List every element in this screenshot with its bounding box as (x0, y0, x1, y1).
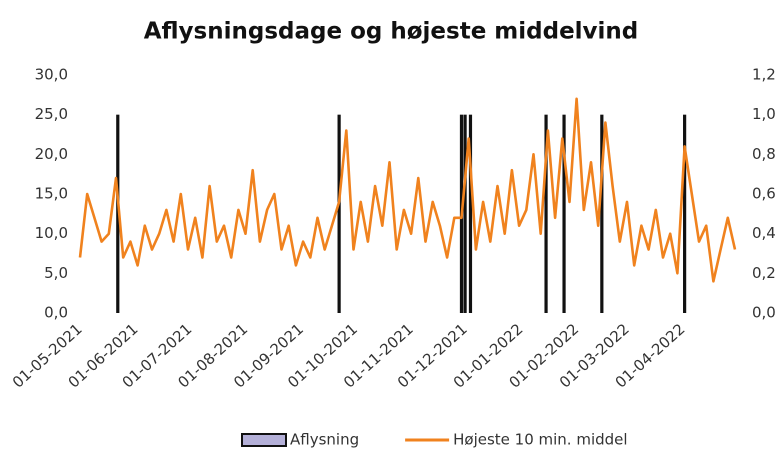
bar (337, 114, 341, 314)
bar (468, 114, 473, 314)
y2-tick-label: 1,0 (752, 105, 776, 123)
bar (544, 114, 548, 314)
bar (463, 114, 467, 314)
y2-tick-label: 0,0 (752, 304, 776, 322)
bar (562, 114, 566, 314)
legend-label: Aflysning (290, 431, 359, 449)
legend-swatch (241, 433, 287, 447)
y-tick-label: 25,0 (35, 105, 68, 123)
bar (600, 114, 604, 314)
y2-tick-label: 0,4 (752, 224, 776, 242)
y-tick-label: 10,0 (35, 224, 68, 242)
y2-tick-label: 1,2 (752, 66, 776, 84)
y-tick-label: 20,0 (35, 145, 68, 163)
line (78, 97, 737, 283)
legend-label: Højeste 10 min. middel (453, 431, 627, 449)
y2-tick-label: 0,8 (752, 145, 776, 163)
bar (116, 114, 120, 314)
chart-title: Aflysningsdage og højeste middelvind (144, 19, 639, 45)
bar (683, 114, 687, 314)
y-tick-label: 5,0 (44, 264, 68, 282)
y-tick-label: 30,0 (35, 66, 68, 84)
y-tick-label: 15,0 (35, 185, 68, 203)
y-tick-label: 0,0 (44, 304, 68, 322)
y2-tick-label: 0,6 (752, 185, 776, 203)
y2-tick-label: 0,2 (752, 264, 776, 282)
